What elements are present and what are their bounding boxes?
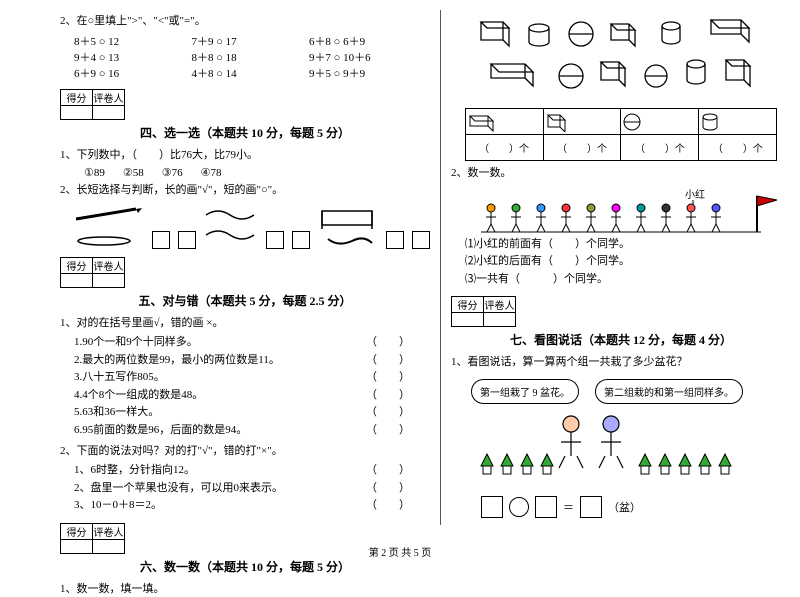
count-table: （ ）个 （ ）个 （ ）个 （ ）个 — [465, 108, 778, 161]
kids-queue-icon: 小红 — [461, 188, 781, 236]
bed-sled-icon — [318, 205, 378, 249]
cell-cube-icon — [543, 109, 621, 135]
right-q2: 2、数一数。 — [451, 165, 791, 182]
tf-item: 1.90个一和9个十同样多。（ ） — [74, 334, 430, 352]
pencil-icon — [74, 205, 144, 249]
equation-row: ＝ （盆） — [481, 496, 791, 518]
sub-q: ⑴小红的前面有（ ）个同学。 — [465, 236, 791, 254]
wavy-lines-icon — [204, 205, 258, 249]
sub-q: ⑶一共有（ ）个同学。 — [465, 271, 791, 289]
q2-title: 2、在○里填上">"、"<"或"="。 — [60, 13, 430, 30]
tf-item: 6.95前面的数是96，后面的数是94。（ ） — [74, 422, 430, 440]
sec7-q1: 1、看图说话，算一算两个组一共栽了多少盆花？ — [451, 354, 791, 371]
grader-label: 评卷人 — [93, 523, 125, 539]
solids-icon — [461, 14, 781, 104]
tf-item: 2、盘里一个苹果也没有，可以用0来表示。（ ） — [74, 480, 430, 498]
score-label: 得分 — [61, 89, 93, 105]
count-label: （ ）个 — [699, 135, 777, 161]
count-label: （ ）个 — [465, 135, 543, 161]
cell-cylinder-icon — [699, 109, 777, 135]
score-label: 得分 — [61, 257, 93, 273]
sub-q: ⑵小红的后面有（ ）个同学。 — [465, 253, 791, 271]
cell-cuboid-icon — [465, 109, 543, 135]
sec4-q2: 2、长短选择与判断，长的画"√"，短的画"○"。 — [60, 182, 430, 199]
kids-flowers-icon — [461, 408, 781, 486]
sec5-q2: 2、下面的说法对吗？对的打"√"，错的打"×"。 — [60, 443, 430, 460]
section-7-title: 七、看图说话（本题共 12 分，每题 4 分） — [451, 331, 791, 348]
answer-box[interactable] — [412, 231, 430, 249]
bubble-2: 第二组栽的和第一组同样多。 — [595, 379, 743, 404]
count-label: （ ）个 — [621, 135, 699, 161]
opt: ③76 — [162, 166, 183, 179]
tf-item: 3.八十五写作805。（ ） — [74, 369, 430, 387]
answer-box[interactable] — [152, 231, 170, 249]
shapes-area — [461, 14, 781, 104]
opt: ②58 — [123, 166, 144, 179]
score-box: 得分评卷人 — [60, 89, 430, 120]
eq-operand-box[interactable] — [535, 496, 557, 518]
answer-box[interactable] — [178, 231, 196, 249]
tf-item: 4.4个8个一组成的数是48。（ ） — [74, 387, 430, 405]
cell-sphere-icon — [621, 109, 699, 135]
score-box: 得分评卷人 — [60, 257, 430, 288]
sec4-options: ①89 ②58 ③76 ④78 — [84, 166, 430, 179]
count-label: （ ）个 — [543, 135, 621, 161]
expr-grid: 8＋5 ○ 12 7＋9 ○ 17 6＋8 ○ 6＋9 9＋4 ○ 13 8＋8… — [74, 33, 430, 81]
opt: ④78 — [201, 166, 222, 179]
expr: 6＋9 ○ 16 — [74, 65, 191, 81]
eq-operand-box[interactable] — [481, 496, 503, 518]
answer-box[interactable] — [266, 231, 284, 249]
section-5-title: 五、对与错（本题共 5 分，每题 2.5 分） — [60, 292, 430, 309]
section-6-title: 六、数一数（本题共 10 分，每题 5 分） — [60, 558, 430, 575]
equals-sign: ＝ — [563, 499, 574, 515]
bubble-1: 第一组栽了 9 盆花。 — [471, 379, 579, 404]
expr: 9＋4 ○ 13 — [74, 49, 191, 65]
section-4-title: 四、选一选（本题共 10 分，每题 5 分） — [60, 124, 430, 141]
expr: 8＋8 ○ 18 — [191, 49, 308, 65]
eq-operator-circle[interactable] — [509, 497, 529, 517]
answer-box[interactable] — [292, 231, 310, 249]
tf-item: 2.最大的两位数是99，最小的两位数是11。（ ） — [74, 352, 430, 370]
expr: 7＋9 ○ 17 — [191, 33, 308, 49]
page-footer: 第 2 页 共 5 页 — [0, 544, 800, 559]
expr: 8＋5 ○ 12 — [74, 33, 191, 49]
sec5-q1: 1、对的在括号里画√，错的画 ×。 — [60, 315, 430, 332]
grader-label: 评卷人 — [93, 89, 125, 105]
eq-unit: （盆） — [608, 499, 641, 515]
eq-result-box[interactable] — [580, 496, 602, 518]
speech-bubbles: 第一组栽了 9 盆花。 第二组栽的和第一组同样多。 — [471, 379, 781, 404]
tf-item: 5.63和36一样大。（ ） — [74, 404, 430, 422]
expr: 6＋8 ○ 6＋9 — [309, 33, 426, 49]
grader-label: 评卷人 — [484, 297, 516, 313]
opt: ①89 — [84, 166, 105, 179]
score-label: 得分 — [452, 297, 484, 313]
tf-item: 3、10－0＋8＝2。（ ） — [74, 497, 430, 515]
kids-row: 小红 — [461, 188, 781, 230]
answer-box[interactable] — [386, 231, 404, 249]
score-label: 得分 — [61, 523, 93, 539]
grader-label: 评卷人 — [93, 257, 125, 273]
sec4-q1: 1、下列数中，（ ）比76大，比79小。 — [60, 147, 430, 164]
tf-item: 1、6时整，分针指向12。（ ） — [74, 462, 430, 480]
expr: 4＋8 ○ 14 — [191, 65, 308, 81]
right-column: （ ）个 （ ）个 （ ）个 （ ）个 2、数一数。 小红 — [441, 10, 800, 525]
score-box: 得分评卷人 — [451, 296, 791, 327]
long-short-drawings — [74, 205, 430, 249]
expr: 9＋5 ○ 9＋9 — [309, 65, 426, 81]
expr: 9＋7 ○ 10＋6 — [309, 49, 426, 65]
left-column: 2、在○里填上">"、"<"或"="。 8＋5 ○ 12 7＋9 ○ 17 6＋… — [50, 10, 441, 525]
xiaohong-label: 小红 — [685, 188, 705, 201]
sec6-q1: 1、数一数，填一填。 — [60, 581, 430, 597]
